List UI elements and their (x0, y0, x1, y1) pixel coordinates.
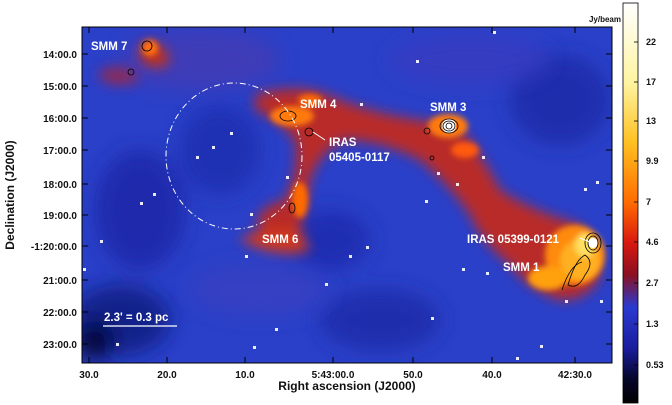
intensity-map (82, 27, 612, 363)
y-tick-label: 19:00.0 (43, 211, 77, 222)
colorbar-tick-label: 7 (646, 197, 651, 207)
colorbar-ramp (622, 2, 639, 404)
label-smm3: SMM 3 (430, 102, 466, 114)
y-tick-label: 21:00.0 (43, 276, 77, 287)
colorbar-tick-label: 13 (646, 116, 656, 126)
label-smm7: SMM 7 (91, 41, 127, 53)
plot-frame (81, 26, 613, 364)
x-tick-label: 30.0 (79, 370, 99, 381)
colorbar-tick-label: 22 (646, 37, 656, 47)
region-labels: SMM 7 SMM 4 SMM 3 IRAS 05405-0117 SMM 6 … (91, 41, 560, 274)
y-tick-label: 18:00.0 (43, 180, 77, 191)
y-tick-label: 22:00.0 (43, 308, 77, 319)
y-axis-ticks: 14:00.0 15:00.0 16:00.0 17:00.0 18:00.0 19:00… (31, 50, 612, 351)
x-tick-label: 20.0 (157, 370, 177, 381)
contours (127, 40, 602, 291)
scale-bar: 2.3' = 0.3 pc (103, 312, 177, 327)
x-axis-ticks: 30.0 20.0 10.0 5:43:00.0 50.0 40.0 42:30.0 (79, 27, 592, 381)
colorbar-tick-label: 9.9 (646, 156, 659, 166)
label-smm4: SMM 4 (300, 99, 337, 111)
y-tick-label: 23:00.0 (43, 340, 77, 351)
colorbar-tick-label: 2.7 (646, 278, 659, 288)
label-smm6: SMM 6 (262, 234, 298, 246)
y-tick-label: 17:00.0 (43, 146, 77, 157)
y-axis-title: Declination (J2000) (3, 140, 17, 249)
scale-bar-label: 2.3' = 0.3 pc (104, 312, 169, 324)
y-tick-label: 16:00.0 (43, 114, 77, 125)
x-tick-label: 5:43:00.0 (312, 370, 355, 381)
colorbar-tick-label: 0.53 (646, 360, 664, 370)
x-tick-label: 50.0 (403, 370, 423, 381)
colorbar-tick-label: 1.3 (646, 319, 659, 329)
label-iras2: IRAS 05399-0121 (467, 234, 560, 246)
x-tick-label: 42:30.0 (558, 370, 592, 381)
label-smm1: SMM 1 (503, 262, 540, 274)
y-tick-label: -1:20:00.0 (31, 242, 78, 253)
colorbar-tick-label: 17 (646, 77, 656, 87)
y-tick-label: 15:00.0 (43, 82, 77, 93)
colorbar-tick-label: 4.6 (646, 237, 659, 247)
x-axis-title: Right ascension (J2000) (278, 379, 415, 393)
x-tick-label: 40.0 (482, 370, 502, 381)
dashed-ring (165, 82, 303, 230)
y-tick-label: 14:00.0 (43, 50, 77, 61)
label-iras1-line1: IRAS (329, 137, 357, 149)
x-tick-label: 10.0 (235, 370, 255, 381)
colorbar-unit: Jy/beam (589, 15, 621, 24)
label-iras1-line2: 05405-0117 (329, 152, 390, 164)
colorbar: Jy/beam 22 17 13 9.9 7 4.6 2.7 1.3 0.53 (589, 2, 664, 404)
